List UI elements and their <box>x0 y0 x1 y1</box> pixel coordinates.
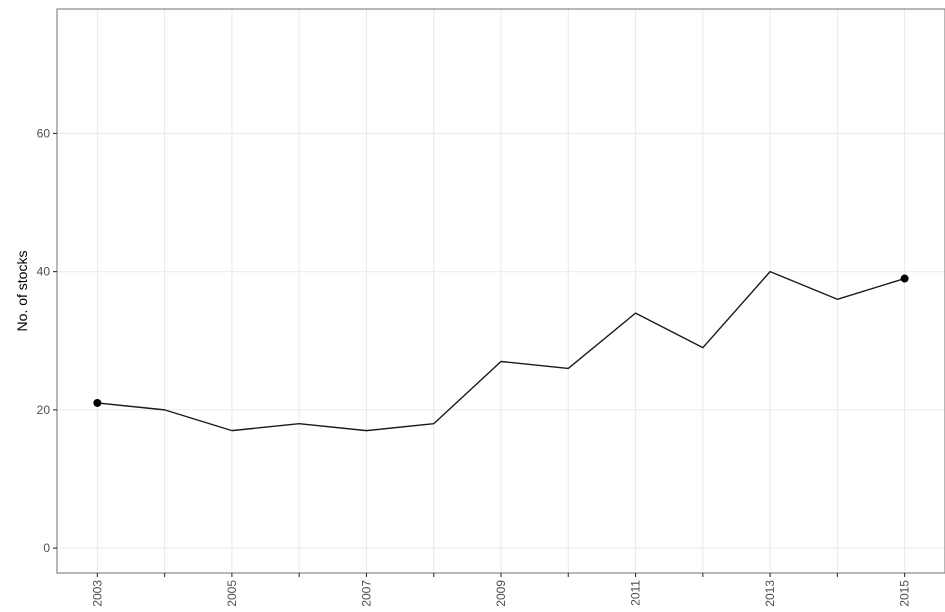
y-tick-label: 20 <box>37 403 51 417</box>
y-axis-title: No. of stocks <box>14 251 30 332</box>
series-layer <box>97 270 905 432</box>
x-tick-label: 2009 <box>494 580 508 607</box>
x-tick-label: 2005 <box>225 580 239 607</box>
y-tick-label: 0 <box>43 541 50 555</box>
series-line <box>97 270 905 432</box>
x-tick-label: 2003 <box>90 580 104 607</box>
y-tick-label: 60 <box>37 126 51 140</box>
x-tick-label: 2013 <box>763 580 777 607</box>
data-point <box>93 398 102 407</box>
x-tick-label: 2011 <box>629 580 643 606</box>
x-tick-label: 2015 <box>898 580 912 607</box>
data-point <box>900 274 909 283</box>
grid-lines <box>57 9 945 573</box>
highlighted-points <box>93 274 909 407</box>
y-tick-label: 40 <box>37 265 51 279</box>
x-tick-label: 2007 <box>359 580 373 607</box>
axes: 0 20 40 60 2003 2005 2007 2009 2011 2013 2015 <box>37 126 912 606</box>
